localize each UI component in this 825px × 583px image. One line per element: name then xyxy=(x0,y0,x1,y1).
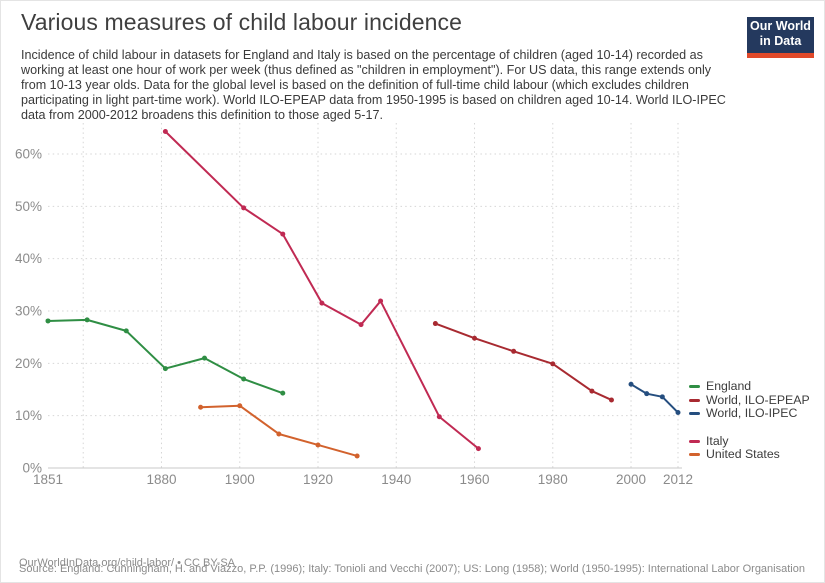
legend-label-england: England xyxy=(706,379,752,393)
x-axis-tick-label: 1980 xyxy=(538,472,568,487)
legend-label-united-states: United States xyxy=(706,447,780,461)
owid-logo-red-bar xyxy=(747,53,814,58)
legend-item-united-states[interactable]: United States xyxy=(689,447,780,461)
data-point-world-ilo-ipec-2004[interactable] xyxy=(644,391,650,397)
legend-swatch-united-states xyxy=(689,452,700,456)
legend-swatch-england xyxy=(689,384,700,388)
data-point-england-1901[interactable] xyxy=(241,376,247,382)
data-point-united-states-1900[interactable] xyxy=(237,403,243,409)
legend-label-world-ilo-epeap: World, ILO-EPEAP xyxy=(706,393,810,407)
data-point-world-ilo-epeap-1990[interactable] xyxy=(589,388,595,394)
y-axis-tick-label: 10% xyxy=(15,408,42,423)
data-point-england-1891[interactable] xyxy=(202,355,208,361)
data-point-england-1851[interactable] xyxy=(45,318,51,324)
data-point-world-ilo-ipec-2008[interactable] xyxy=(659,394,665,400)
y-axis-tick-label: 20% xyxy=(15,356,42,371)
x-axis-tick-label: 1900 xyxy=(225,472,255,487)
legend-item-italy[interactable]: Italy xyxy=(689,434,729,448)
series-line-italy[interactable] xyxy=(164,130,480,450)
x-axis-tick-label: 2000 xyxy=(616,472,646,487)
series-world-ilo-ipec[interactable] xyxy=(628,381,681,416)
data-point-england-1881[interactable] xyxy=(162,366,168,372)
x-axis-tick-label: 1851 xyxy=(33,472,63,487)
y-axis-tick-label: 40% xyxy=(15,251,42,266)
data-point-united-states-1890[interactable] xyxy=(198,404,204,410)
legend-swatch-italy xyxy=(689,439,700,443)
legend-label-world-ilo-ipec: World, ILO-IPEC xyxy=(706,406,798,420)
footer-source-text: Source: England: Cunningham, H. and Viaz… xyxy=(19,563,805,575)
data-point-italy-1911[interactable] xyxy=(280,231,286,237)
data-point-world-ilo-ipec-2012[interactable] xyxy=(675,410,681,416)
series-italy[interactable] xyxy=(162,128,481,452)
page-title: Various measures of child labour inciden… xyxy=(21,9,463,35)
data-point-italy-1951[interactable] xyxy=(436,414,442,420)
series-united-states[interactable] xyxy=(198,403,360,459)
x-axis-tick-label: 1880 xyxy=(146,472,176,487)
series-england[interactable] xyxy=(45,317,286,396)
data-point-italy-1936[interactable] xyxy=(378,298,384,304)
data-point-world-ilo-epeap-1960[interactable] xyxy=(472,335,478,341)
y-axis-tick-label: 50% xyxy=(15,199,42,214)
data-point-italy-1961[interactable] xyxy=(475,446,481,452)
series-world-ilo-epeap[interactable] xyxy=(432,321,614,403)
series-line-world-ilo-ipec[interactable] xyxy=(630,383,679,414)
x-axis-tick-label: 1960 xyxy=(459,472,489,487)
y-axis-tick-label: 60% xyxy=(15,147,42,162)
chart-subtitle: Incidence of child labour in datasets fo… xyxy=(21,48,726,122)
series-line-world-ilo-epeap[interactable] xyxy=(434,322,613,401)
footer-url-link[interactable]: OurWorldInData.org/child-labor/ • CC BY-… xyxy=(19,557,235,569)
legend-swatch-world-ilo-epeap xyxy=(689,398,700,402)
legend-item-world-ilo-ipec[interactable]: World, ILO-IPEC xyxy=(689,406,797,420)
owid-logo[interactable]: Our World in Data xyxy=(747,17,814,58)
series-line-united-states[interactable] xyxy=(199,404,359,457)
data-point-united-states-1920[interactable] xyxy=(315,442,321,448)
y-axis-tick-label: 30% xyxy=(15,304,42,319)
data-point-world-ilo-epeap-1995[interactable] xyxy=(608,397,614,403)
data-point-england-1911[interactable] xyxy=(280,390,286,396)
x-axis-tick-label: 1920 xyxy=(303,472,333,487)
y-axis-tick-label: 0% xyxy=(22,461,42,476)
data-point-italy-1931[interactable] xyxy=(358,322,364,328)
legend-item-england[interactable]: England xyxy=(689,379,751,393)
data-point-italy-1881[interactable] xyxy=(162,128,168,134)
owid-logo-line1: Our World xyxy=(750,19,811,33)
data-point-italy-1901[interactable] xyxy=(241,205,247,211)
data-point-united-states-1910[interactable] xyxy=(276,431,282,437)
data-point-england-1861[interactable] xyxy=(84,317,90,323)
owid-logo-line2: in Data xyxy=(759,34,802,48)
data-point-england-1871[interactable] xyxy=(123,328,129,334)
legend-swatch-world-ilo-ipec xyxy=(689,411,700,415)
data-point-world-ilo-ipec-2000[interactable] xyxy=(628,381,634,387)
x-axis-tick-label: 2012 xyxy=(663,472,693,487)
legend-item-world-ilo-epeap[interactable]: World, ILO-EPEAP xyxy=(689,393,810,407)
data-point-united-states-1930[interactable] xyxy=(354,453,360,459)
owid-logo-box: Our World in Data xyxy=(747,17,814,53)
data-point-world-ilo-epeap-1970[interactable] xyxy=(511,348,517,354)
data-point-italy-1921[interactable] xyxy=(319,300,325,306)
data-point-world-ilo-epeap-1980[interactable] xyxy=(550,361,556,367)
legend-label-italy: Italy xyxy=(706,434,729,448)
data-point-world-ilo-epeap-1950[interactable] xyxy=(432,321,438,327)
x-axis-tick-label: 1940 xyxy=(381,472,411,487)
